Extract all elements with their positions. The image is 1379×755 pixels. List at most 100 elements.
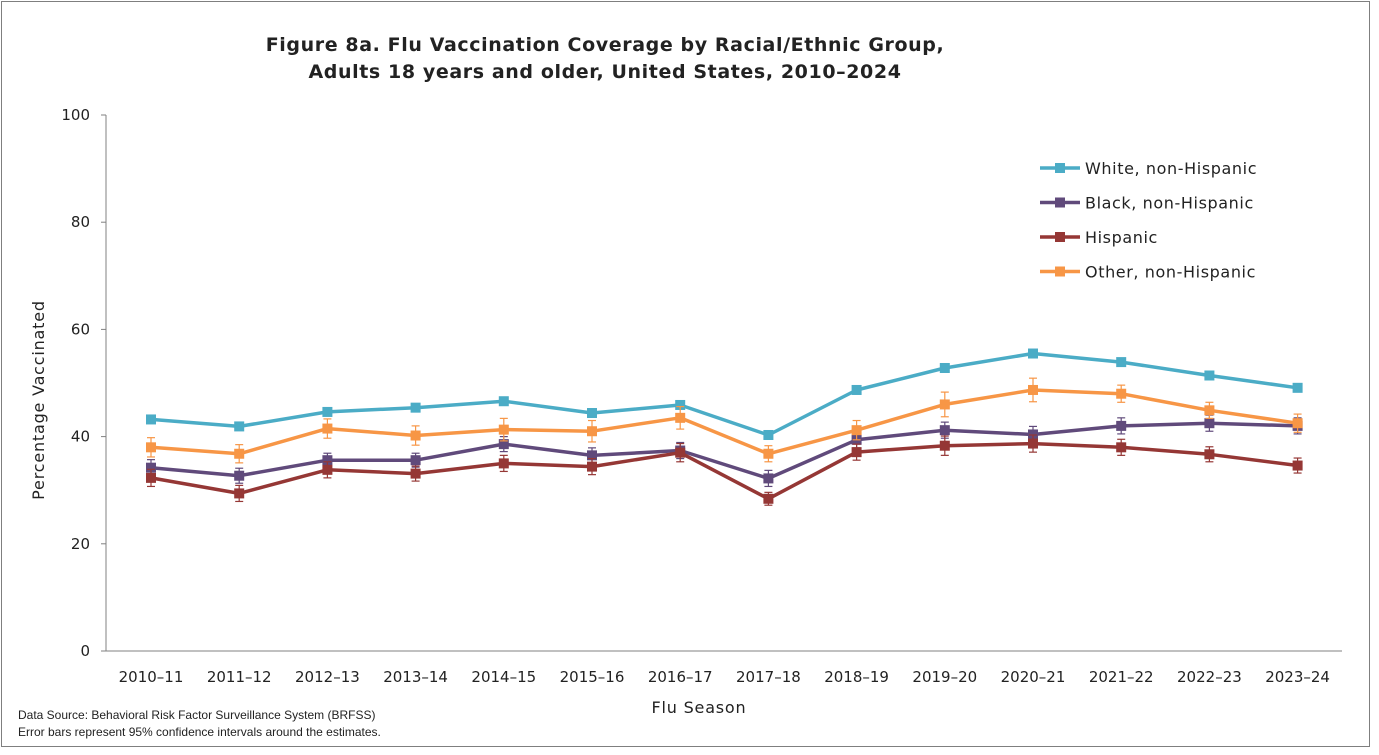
- series-3-point-8: [851, 425, 862, 436]
- series-2-point-13: [1292, 460, 1303, 471]
- series-2-point-9: [939, 440, 950, 451]
- series-3-point-12: [1204, 405, 1215, 416]
- x-tick-label-7: 2017–18: [736, 668, 801, 686]
- series-1-point-1: [234, 470, 245, 481]
- legend-marker-0: [1055, 163, 1065, 173]
- series-0-point-4: [498, 396, 509, 407]
- legend-marker-1: [1055, 197, 1065, 208]
- series-1-point-0: [146, 462, 156, 473]
- x-tick-label-2: 2012–13: [295, 668, 360, 686]
- chart-series: [146, 348, 1303, 506]
- legend-label-0: White, non-Hispanic: [1085, 159, 1257, 178]
- series-3-point-3: [410, 430, 421, 441]
- series-0-point-2: [322, 406, 333, 417]
- y-tick-label-60: 60: [71, 320, 90, 338]
- series-0: [146, 348, 1303, 440]
- series-1-point-9: [939, 425, 950, 436]
- y-tick-label-20: 20: [71, 535, 90, 553]
- series-1-point-4: [498, 439, 509, 450]
- series-2-point-10: [1028, 438, 1038, 449]
- series-1-point-12: [1204, 418, 1215, 429]
- series-3-point-11: [1116, 388, 1127, 399]
- series-2-line: [150, 441, 1298, 501]
- chart-title-line-2: Adults 18 years and older, United States…: [308, 61, 901, 83]
- x-tick-label-13: 2023–24: [1265, 668, 1330, 686]
- series-0-point-13: [1292, 382, 1303, 393]
- series-2: [146, 434, 1303, 506]
- series-2-point-11: [1116, 442, 1127, 453]
- y-tick-label-100: 100: [61, 106, 90, 124]
- series-0-point-8: [851, 384, 862, 395]
- series-0-point-3: [410, 402, 421, 413]
- data-source-note: Data Source: Behavioral Risk Factor Surv…: [18, 708, 375, 722]
- series-2-point-3: [410, 468, 421, 479]
- legend-marker-2: [1055, 232, 1065, 242]
- series-3-point-10: [1028, 384, 1038, 395]
- series-0-point-5: [587, 408, 597, 419]
- series-0-point-0: [146, 414, 156, 425]
- x-tick-label-8: 2018–19: [824, 668, 889, 686]
- series-3-point-13: [1292, 418, 1303, 429]
- x-tick-label-3: 2013–14: [383, 668, 448, 686]
- footnotes: Data Source: Behavioral Risk Factor Surv…: [18, 708, 381, 739]
- series-1-point-5: [587, 450, 597, 461]
- series-2-point-12: [1204, 449, 1215, 460]
- series-0-point-7: [763, 429, 774, 440]
- series-2-point-0: [146, 472, 156, 483]
- y-tick-labels: 0 20 40 60 80 100: [61, 106, 106, 660]
- series-3-point-6: [675, 412, 686, 423]
- series-3-point-9: [939, 399, 950, 410]
- legend-label-1: Black, non-Hispanic: [1085, 194, 1254, 213]
- legend-marker-3: [1055, 266, 1065, 277]
- series-2-point-2: [322, 464, 333, 475]
- series-0-point-11: [1116, 357, 1127, 368]
- series-1-point-2: [322, 455, 333, 466]
- y-axis-title: Percentage Vaccinated: [29, 300, 48, 500]
- series-2-point-5: [587, 461, 597, 472]
- y-tick-label-40: 40: [71, 428, 90, 446]
- x-tick-label-0: 2010–11: [119, 668, 184, 686]
- series-3-point-2: [322, 423, 333, 434]
- series-2-point-8: [851, 447, 862, 458]
- y-tick-label-80: 80: [71, 213, 90, 231]
- y-tick-label-0: 0: [80, 642, 90, 660]
- x-tick-label-10: 2020–21: [1001, 668, 1066, 686]
- x-tick-label-6: 2016–17: [648, 668, 713, 686]
- x-tick-label-11: 2021–22: [1089, 668, 1154, 686]
- legend-label-3: Other, non-Hispanic: [1085, 263, 1256, 282]
- series-1-line: [150, 421, 1298, 481]
- legend-label-2: Hispanic: [1085, 228, 1158, 247]
- series-2-point-6: [675, 447, 686, 458]
- series-3-point-1: [234, 448, 245, 459]
- series-0-point-1: [234, 421, 245, 432]
- chart-title-line-1: Figure 8a. Flu Vaccination Coverage by R…: [266, 34, 945, 56]
- series-2-point-1: [234, 488, 245, 499]
- x-tick-label-12: 2022–23: [1177, 668, 1242, 686]
- x-tick-label-5: 2015–16: [560, 668, 625, 686]
- chart-axes: [105, 115, 1342, 652]
- series-3-point-5: [587, 426, 597, 437]
- series-0-point-9: [939, 362, 950, 373]
- series-0-line: [150, 351, 1298, 437]
- series-2-point-4: [498, 458, 509, 469]
- chart-legend: White, non-Hispanic Black, non-Hispanic Hi…: [1040, 159, 1257, 282]
- series-3-line: [150, 388, 1298, 456]
- series-3-point-4: [498, 424, 509, 435]
- x-tick-labels: 2010–11 2011–12 2012–13 2013–14 2014–15 2015–…: [119, 668, 1330, 686]
- series-0-point-10: [1028, 348, 1038, 359]
- series-1-point-7: [763, 473, 774, 484]
- chart-title: Figure 8a. Flu Vaccination Coverage by R…: [266, 34, 945, 83]
- series-2-point-7: [763, 493, 774, 504]
- series-0-point-12: [1204, 370, 1215, 381]
- series-3: [146, 377, 1303, 464]
- series-1-point-11: [1116, 420, 1127, 431]
- series-3-point-0: [146, 442, 156, 453]
- error-bars-note: Error bars represent 95% confidence inte…: [18, 725, 381, 739]
- series-1-point-3: [410, 455, 421, 466]
- x-tick-label-4: 2014–15: [471, 668, 536, 686]
- series-3-point-7: [763, 448, 774, 459]
- x-axis-title: Flu Season: [652, 698, 747, 717]
- series-0-point-6: [675, 399, 686, 410]
